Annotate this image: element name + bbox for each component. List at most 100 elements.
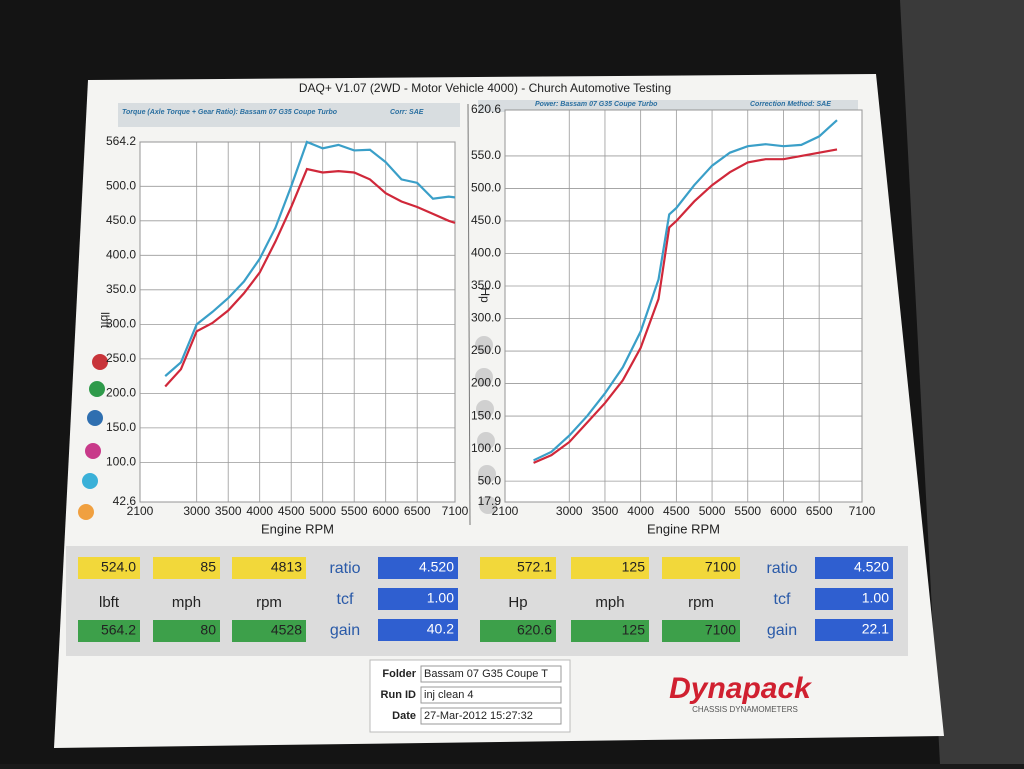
y-tick-label: 250.0 bbox=[106, 351, 136, 365]
legend-dots bbox=[78, 336, 497, 520]
param-cell bbox=[815, 588, 893, 610]
info-label: Folder bbox=[382, 668, 416, 680]
info-field bbox=[420, 707, 562, 725]
y-tick-label: 100.0 bbox=[106, 455, 136, 469]
max-value: 564.2 bbox=[101, 622, 136, 638]
x-tick-label: 3500 bbox=[215, 504, 242, 518]
param-cell bbox=[378, 619, 458, 641]
dot bbox=[92, 354, 108, 370]
max-cell bbox=[571, 620, 649, 642]
x-tick-label: 2100 bbox=[127, 504, 154, 518]
info-label: Date bbox=[392, 710, 416, 722]
dot bbox=[78, 504, 94, 520]
cursor-value: 125 bbox=[622, 559, 646, 575]
chart-subtitle: Corr: SAE bbox=[390, 109, 424, 116]
series-line bbox=[164, 140, 456, 377]
cursor-value: 572.1 bbox=[517, 559, 552, 575]
header: DAQ+ V1.07 (2WD - Motor Vehicle 4000) - … bbox=[299, 81, 671, 95]
y-tick-label: 200.0 bbox=[106, 386, 136, 400]
param-value: 22.1 bbox=[862, 621, 889, 637]
x-tick-label: 3500 bbox=[592, 504, 619, 518]
y-tick-label: 620.6 bbox=[471, 102, 501, 116]
unit-label: lbft bbox=[99, 594, 120, 611]
y-tick-label: 300.0 bbox=[471, 311, 501, 325]
x-tick-label: 6000 bbox=[372, 504, 399, 518]
unit-label: Hp bbox=[508, 594, 527, 611]
x-tick-label: 3000 bbox=[556, 504, 583, 518]
unit-label: rpm bbox=[256, 594, 282, 611]
info-label: Run ID bbox=[381, 689, 416, 701]
x-tick-label: 4000 bbox=[627, 504, 654, 518]
unit-label: mph bbox=[172, 594, 201, 611]
x-tick-label: 5000 bbox=[309, 504, 336, 518]
x-tick-label: 4500 bbox=[663, 504, 690, 518]
y-axis-label: Hp bbox=[478, 287, 492, 303]
info-field bbox=[420, 665, 562, 683]
x-tick-label: 6000 bbox=[770, 504, 797, 518]
max-cell bbox=[662, 620, 740, 642]
y-tick-label: 450.0 bbox=[106, 213, 136, 227]
chart-header-bg bbox=[478, 100, 858, 112]
param-label: tcf bbox=[337, 591, 354, 608]
param-cell bbox=[378, 588, 458, 610]
dot bbox=[82, 473, 98, 489]
logo-sub: CHASSIS DYNAMOMETERS bbox=[692, 705, 798, 714]
cursor-cell bbox=[480, 557, 556, 579]
plot-area bbox=[139, 141, 456, 503]
dot bbox=[476, 400, 494, 418]
cursor-value: 85 bbox=[200, 559, 216, 575]
dot bbox=[478, 465, 496, 483]
param-value: 40.2 bbox=[427, 621, 454, 637]
y-tick-label: 42.6 bbox=[113, 494, 137, 508]
x-axis-label: Engine RPM bbox=[261, 521, 334, 536]
x-tick-label: 2100 bbox=[492, 504, 519, 518]
cursor-value: 4813 bbox=[271, 559, 302, 575]
param-label: gain bbox=[330, 622, 360, 639]
x-tick-label: 5500 bbox=[734, 504, 761, 518]
max-value: 80 bbox=[200, 622, 216, 638]
info-value: 27-Mar-2012 15:27:32 bbox=[424, 710, 533, 722]
y-tick-label: 250.0 bbox=[471, 343, 501, 357]
dot bbox=[475, 368, 493, 386]
series-line bbox=[533, 119, 838, 462]
dot bbox=[85, 443, 101, 459]
y-tick-label: 450.0 bbox=[471, 213, 501, 227]
cursor-cell bbox=[153, 557, 220, 579]
y-tick-label: 150.0 bbox=[471, 408, 501, 422]
max-cell bbox=[480, 620, 556, 642]
dot bbox=[479, 496, 497, 514]
max-value: 620.6 bbox=[517, 622, 552, 638]
max-value: 7100 bbox=[705, 622, 736, 638]
param-value: 4.520 bbox=[854, 559, 889, 575]
seat-edge bbox=[900, 0, 1024, 764]
chart-header-bg bbox=[118, 103, 460, 127]
param-label: ratio bbox=[766, 560, 797, 577]
param-label: tcf bbox=[774, 591, 791, 608]
x-tick-label: 5500 bbox=[341, 504, 368, 518]
chart-subtitle: Correction Method: SAE bbox=[750, 101, 831, 108]
y-tick-label: 50.0 bbox=[478, 473, 502, 487]
chart-title: Power: Bassam 07 G35 Coupe Turbo bbox=[535, 101, 658, 108]
max-value: 4528 bbox=[271, 622, 302, 638]
x-tick-label: 5000 bbox=[699, 504, 726, 518]
max-cell bbox=[153, 620, 220, 642]
y-tick-label: 200.0 bbox=[471, 376, 501, 390]
param-value: 4.520 bbox=[419, 559, 454, 575]
series-line bbox=[533, 148, 838, 464]
y-tick-label: 400.0 bbox=[106, 248, 136, 262]
dot bbox=[475, 336, 493, 354]
y-tick-label: 500.0 bbox=[106, 178, 136, 192]
plot-area bbox=[504, 109, 863, 503]
y-tick-label: 500.0 bbox=[471, 181, 501, 195]
param-cell bbox=[815, 619, 893, 641]
x-tick-label: 4000 bbox=[246, 504, 273, 518]
y-tick-label: 150.0 bbox=[106, 420, 136, 434]
cursor-cell bbox=[571, 557, 649, 579]
max-cell bbox=[78, 620, 140, 642]
dot bbox=[89, 381, 105, 397]
info-value: Bassam 07 G35 Coupe T bbox=[424, 668, 548, 680]
series-line bbox=[164, 167, 456, 388]
x-tick-label: 7100 bbox=[849, 504, 876, 518]
